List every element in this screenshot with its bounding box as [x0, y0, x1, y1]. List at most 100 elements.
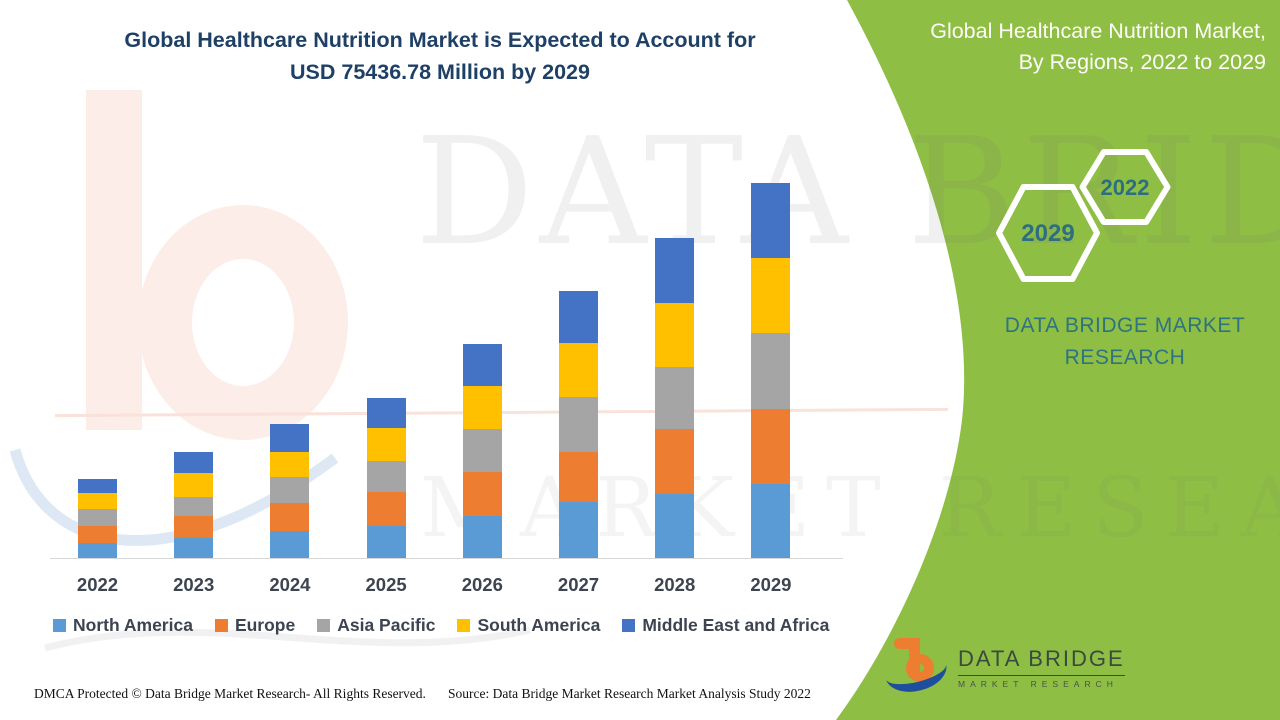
brand-text: DATA BRIDGE MARKET RESEARCH — [985, 310, 1265, 374]
bar-segment-2023-south-america — [174, 473, 214, 497]
logo-title: DATA BRIDGE — [958, 646, 1125, 676]
bar-segment-2025-europe — [366, 492, 406, 526]
legend-marker — [317, 619, 331, 632]
legend-item-europe: Europe — [214, 615, 296, 636]
chart-title-line2: USD 75436.78 Million by 2029 — [290, 60, 590, 84]
chart-title: Global Healthcare Nutrition Market is Ex… — [60, 24, 820, 88]
bar-segment-2025-asia-pacific — [366, 461, 406, 492]
x-axis-label-2026: 2026 — [461, 574, 503, 595]
databridge-logo: DATA BRIDGE MARKET RESEARCH — [881, 634, 1125, 698]
logo-swoosh — [881, 645, 951, 698]
bar-2024 — [270, 424, 310, 558]
bar-segment-2028-south-america — [655, 303, 695, 367]
bar-segment-2027-europe — [559, 452, 598, 502]
legend-label: Asia Pacific — [337, 615, 436, 635]
bar-segment-2029-europe — [751, 409, 791, 484]
x-axis-label-2024: 2024 — [269, 574, 311, 595]
bar-segment-2026-europe — [462, 472, 502, 516]
bar-segment-2029-middle-east-and-africa — [751, 183, 791, 258]
bar-segment-2023-north-america — [174, 538, 214, 558]
bar-segment-2024-north-america — [270, 531, 310, 558]
bar-segment-2022-middle-east-and-africa — [78, 479, 117, 493]
bar-segment-2028-asia-pacific — [655, 367, 695, 429]
chart-title-line1: Global Healthcare Nutrition Market is Ex… — [124, 28, 756, 52]
legend-marker — [457, 619, 471, 632]
bar-segment-2029-south-america — [751, 258, 791, 333]
bar-segment-2023-asia-pacific — [174, 497, 214, 516]
bar-2022 — [78, 479, 117, 558]
legend-item-north-america: North America — [53, 615, 193, 636]
hexagon-2022 — [1079, 149, 1171, 225]
year-hexagons: 2022 2029 — [996, 149, 1171, 282]
hexagon-2029-label: 2029 — [1021, 220, 1074, 247]
bar-segment-2027-asia-pacific — [559, 397, 598, 452]
legend-marker — [214, 619, 228, 632]
bar-segment-2028-middle-east-and-africa — [655, 238, 695, 303]
bar-segment-2027-north-america — [559, 502, 598, 558]
x-axis-line — [50, 558, 843, 559]
bar-segment-2027-middle-east-and-africa — [559, 291, 598, 343]
legend-label: North America — [73, 615, 193, 635]
bar-segment-2024-europe — [270, 503, 310, 531]
databridge-b-watermark-stem — [86, 90, 142, 430]
bar-segment-2029-north-america — [751, 484, 791, 558]
bar-2025 — [366, 398, 406, 558]
hexagon-2022-label: 2022 — [1101, 175, 1150, 200]
chart-legend: North America Europe Asia Pacific South Ame… — [53, 615, 829, 636]
x-axis-label-2022: 2022 — [76, 574, 119, 595]
bar-segment-2022-asia-pacific — [78, 509, 117, 526]
bar-segment-2022-north-america — [78, 543, 117, 558]
bar-segment-2023-europe — [174, 516, 214, 538]
footer-dmca-text: DMCA Protected © Data Bridge Market Rese… — [34, 686, 426, 701]
bar-segment-2027-south-america — [559, 343, 598, 397]
logo-wordmark: DATA BRIDGE MARKET RESEARCH — [958, 634, 1125, 689]
legend-marker — [53, 619, 66, 632]
x-axis-label-2028: 2028 — [654, 574, 696, 595]
bar-2023 — [174, 452, 214, 558]
legend-label: Europe — [234, 615, 296, 635]
bar-segment-2028-europe — [655, 429, 695, 494]
x-axis-label-2025: 2025 — [365, 574, 407, 595]
bar-segment-2026-south-america — [462, 386, 502, 429]
brand-text-line2: RESEARCH — [1064, 346, 1186, 369]
bar-segment-2024-middle-east-and-africa — [270, 424, 310, 452]
x-axis-label-2023: 2023 — [173, 574, 215, 595]
footer-source-text: Source: Data Bridge Market Research Mark… — [448, 686, 811, 701]
side-panel-heading-line2: By Regions, 2022 to 2029 — [1018, 50, 1266, 74]
bar-segment-2029-asia-pacific — [751, 333, 791, 409]
side-panel-heading: Global Healthcare Nutrition Market, By R… — [846, 16, 1266, 78]
databridge-logo-icon — [881, 634, 951, 698]
legend-label: Middle East and Africa — [642, 615, 830, 635]
bar-2027 — [559, 291, 598, 558]
legend-label: South America — [477, 615, 601, 635]
logo-b-hook — [894, 638, 920, 649]
bar-segment-2025-north-america — [366, 526, 406, 558]
hexagon-2029 — [996, 184, 1100, 282]
x-axis-label-2029: 2029 — [750, 574, 792, 595]
bar-2028 — [655, 238, 695, 558]
bar-segment-2026-north-america — [462, 516, 502, 558]
bar-2029 — [751, 183, 791, 558]
bar-segment-2025-middle-east-and-africa — [366, 398, 406, 428]
legend-item-asia-pacific: Asia Pacific — [317, 615, 435, 636]
logo-b-bowl — [906, 654, 934, 682]
bar-2026 — [462, 344, 502, 558]
x-axis-label-2027: 2027 — [557, 574, 600, 595]
bar-segment-2026-middle-east-and-africa — [462, 344, 502, 386]
bar-segment-2024-asia-pacific — [270, 477, 310, 503]
brand-text-line1: DATA BRIDGE MARKET — [1004, 314, 1246, 337]
legend-marker — [622, 619, 636, 632]
legend-item-middle-east-and-africa: Middle East and Africa — [622, 615, 829, 636]
bar-segment-2022-europe — [78, 526, 117, 543]
legend-item-south-america: South America — [457, 615, 600, 636]
side-panel-heading-line1: Global Healthcare Nutrition Market, — [930, 19, 1266, 43]
bar-segment-2024-south-america — [270, 452, 310, 477]
logo-subtitle: MARKET RESEARCH — [958, 679, 1118, 689]
bar-segment-2026-asia-pacific — [462, 429, 502, 472]
bar-segment-2028-north-america — [655, 494, 695, 558]
